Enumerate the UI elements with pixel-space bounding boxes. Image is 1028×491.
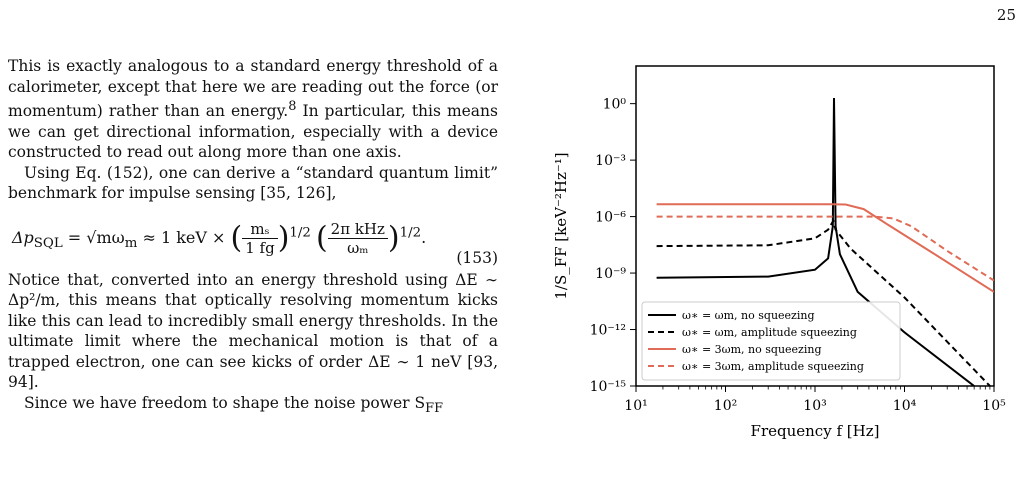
series-line-3 [656,215,994,282]
legend-label-0: ω∗ = ωm, no squeezing [682,309,814,322]
y-tick-label: 10⁻⁹ [595,266,626,282]
frac1-den: 1 fg [245,238,275,257]
frac2-den: ωₘ [347,238,369,257]
equation-number: (153) [456,248,498,267]
x-axis-label: Frequency f [Hz] [751,422,880,440]
body-text: This is exactly analogous to a standard … [8,56,498,419]
footnote-ref[interactable]: 8 [288,99,297,114]
paren-open: ( [230,219,243,255]
paragraph-1: This is exactly analogous to a standard … [8,56,498,163]
page-number: 25 [996,6,1016,24]
equation-153: ΔpSQL = √mωm ≈ 1 keV × (mₛ 1 fg)1/2 (2π k… [8,210,498,268]
paragraph-1-text: This is exactly analogous to a standard … [8,57,498,121]
eq-fraction-2: 2π kHz ωₘ [327,220,388,257]
paragraph-1-cont: In particular, this means we can get dir… [8,102,498,162]
paren-open-2: ( [315,219,328,255]
eq-exponent-1: 1/2 [289,225,311,241]
x-tick-label: 10³ [803,398,826,414]
paragraph-4: Since we have freedom to shape the noise… [24,393,444,416]
paragraph-2: Using Eq. (152), one can derive a “stand… [8,163,498,203]
eq-lhs-sub: SQL [33,235,63,251]
y-tick-label: 10⁻⁶ [595,210,626,226]
y-tick-label: 10⁰ [603,97,627,113]
equation-body: ΔpSQL = √mωm ≈ 1 keV × (mₛ 1 fg)1/2 (2π k… [12,219,427,257]
series-line-1 [656,218,991,386]
spectrum-chart: 10¹ 10² 10³ 10⁴ 10⁵ 10⁰ 10⁻³ 10⁻⁶ 10⁻⁹ 10⁻¹² 10⁻¹⁵… [552,65,1006,440]
legend-label-2: ω∗ = 3ωm, no squeezing [682,343,821,356]
series-line-2 [656,203,994,293]
legend-label-3: ω∗ = 3ωm, amplitude squeezing [682,360,864,373]
legend-label-1: ω∗ = ωm, amplitude squeezing [682,326,857,339]
eq-mid: = √mω [62,227,125,247]
frac1-num: mₛ [242,220,278,239]
paragraph-3: Notice that, converted into an energy th… [8,270,498,392]
paragraph-4-text: Since we have freedom to shape the noise… [24,393,426,412]
y-tick-label: 10⁻¹² [590,323,626,339]
y-axis-label: 1/S_FF [keV⁻²Hz⁻¹] [552,152,570,299]
eq-exponent-2: 1/2 [399,225,422,241]
paren-close-2: ) [387,219,400,255]
x-tick-label: 10¹ [624,398,647,414]
eq-approx: ≈ 1 keV × [137,227,231,247]
eq-fraction-1: mₛ 1 fg [242,220,278,257]
x-tick-label: 10² [714,398,737,414]
eq-lhs: Δp [12,227,34,247]
y-tick-label: 10⁻¹⁵ [590,379,627,395]
y-tick-label: 10⁻³ [595,153,626,169]
frac2-num: 2π kHz [327,220,388,239]
legend-box [641,301,901,381]
paren-close: ) [277,219,290,255]
eq-mid-sub: m [124,235,138,251]
x-tick-label: 10⁵ [982,398,1006,414]
x-tick-label: 10⁴ [893,398,917,414]
